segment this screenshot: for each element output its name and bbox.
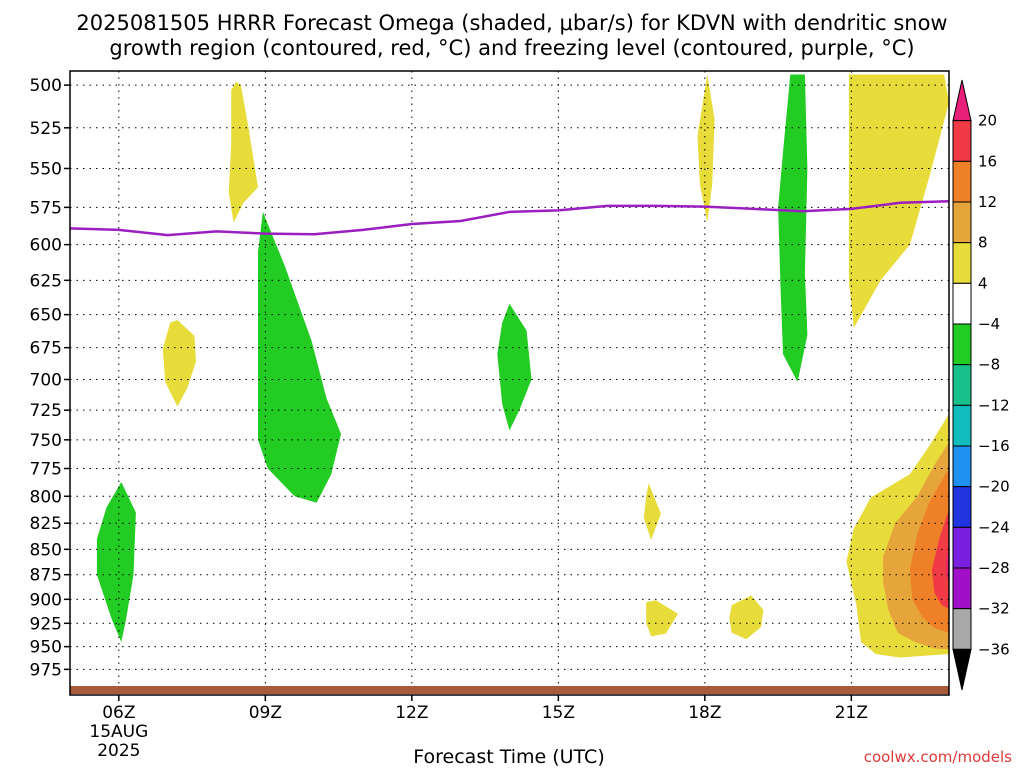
colorbar-label-13: −36 [978, 640, 1010, 658]
colorbar-label-12: −32 [978, 600, 1010, 618]
plot-frame [69, 70, 950, 696]
colorbar-band-12 [952, 567, 972, 610]
x-tick-label-0: 06Z [102, 703, 135, 723]
colorbar-band-11 [952, 526, 972, 569]
colorbar-band-4 [952, 242, 972, 284]
x-tick-label-5: 21Z [835, 703, 868, 723]
y-tick-label-12: 800 [30, 487, 62, 507]
colorbar-label-4: 4 [978, 274, 988, 292]
y-tick-label-17: 925 [30, 614, 62, 634]
colorbar-label-7: −12 [978, 396, 1010, 414]
y-tick-label-11: 775 [30, 460, 62, 480]
colorbar-band-14 [952, 648, 972, 691]
y-tick-label-1: 525 [30, 119, 62, 139]
y-tick-label-7: 675 [30, 339, 62, 359]
x-tick-label-3: 15Z [542, 703, 575, 723]
omega-region-1 [162, 320, 196, 407]
y-tick-label-16: 900 [30, 590, 62, 610]
colorbar-label-8: −16 [978, 437, 1010, 455]
omega-region-6 [848, 74, 949, 328]
credit-text: coolwx.com/models [864, 748, 1012, 766]
omega-shading [96, 74, 949, 658]
colorbar-label-9: −20 [978, 478, 1010, 496]
colorbar-band-9 [952, 445, 972, 488]
colorbar-label-10: −24 [978, 518, 1010, 536]
y-tick-label-0: 500 [30, 76, 62, 96]
ground-surface [70, 686, 949, 694]
x-tick-year: 2025 [97, 741, 140, 761]
chart-title-line1: 2025081505 HRRR Forecast Omega (shaded, … [76, 11, 947, 35]
y-tick-label-4: 600 [30, 236, 62, 256]
x-tick-label-2: 12Z [395, 703, 428, 723]
omega-region-14 [497, 303, 532, 431]
y-tick-label-9: 725 [30, 401, 62, 421]
colorbar-band-5 [952, 282, 972, 325]
y-tick-label-18: 950 [30, 638, 62, 658]
x-tick-label-4: 18Z [688, 703, 721, 723]
plot-area: 500 525 550 575 600 625 650 675 700 725 750 775 800 8… [30, 70, 950, 761]
y-tick-label-14: 850 [30, 540, 62, 560]
omega-region-4 [729, 595, 764, 640]
omega-region-0 [228, 81, 258, 223]
colorbar-band-6 [952, 323, 972, 366]
x-tick-label-1: 09Z [249, 703, 282, 723]
colorbar-label-3: 8 [978, 234, 988, 252]
y-tick-label-6: 650 [30, 306, 62, 326]
gridlines [70, 71, 949, 695]
colorbar: 20 16 12 8 4 −4 −8 −12 −16 −20 −24 −28 −32 −36 [952, 79, 1010, 691]
y-tick-label-19: 975 [30, 660, 62, 680]
colorbar-label-5: −4 [978, 315, 1000, 333]
y-axis: 500 525 550 575 600 625 650 675 700 725 750 775 800 8… [30, 76, 70, 680]
y-tick-label-13: 825 [30, 514, 62, 534]
omega-region-5 [697, 74, 715, 223]
colorbar-band-1 [952, 120, 972, 162]
colorbar-band-2 [952, 160, 972, 203]
omega-region-13 [258, 211, 341, 503]
freezing-level-contour [69, 200, 950, 237]
y-tick-label-15: 875 [30, 566, 62, 586]
y-tick-label-5: 625 [30, 271, 62, 291]
colorbar-band-13 [952, 608, 972, 650]
colorbar-band-10 [952, 486, 972, 528]
omega-region-15 [778, 74, 808, 382]
colorbar-label-0: 20 [978, 112, 997, 130]
y-tick-label-3: 575 [30, 198, 62, 218]
y-tick-label-8: 700 [30, 370, 62, 390]
colorbar-band-3 [952, 201, 972, 244]
omega-region-3 [646, 600, 678, 637]
colorbar-label-2: 12 [978, 193, 997, 211]
omega-region-12 [96, 482, 136, 642]
colorbar-band-8 [952, 404, 972, 447]
x-tick-date: 15AUG [89, 722, 148, 742]
y-tick-label-10: 750 [30, 431, 62, 451]
omega-region-10 [931, 509, 949, 609]
colorbar-band-7 [952, 364, 972, 406]
colorbar-band-0 [952, 79, 972, 122]
chart-title-line2: growth region (contoured, red, °C) and f… [109, 36, 914, 60]
x-axis-label: Forecast Time (UTC) [413, 746, 604, 768]
colorbar-label-6: −8 [978, 356, 1000, 374]
omega-region-2 [643, 483, 661, 540]
colorbar-label-1: 16 [978, 152, 997, 170]
colorbar-label-11: −28 [978, 559, 1010, 577]
y-tick-label-2: 550 [30, 159, 62, 179]
